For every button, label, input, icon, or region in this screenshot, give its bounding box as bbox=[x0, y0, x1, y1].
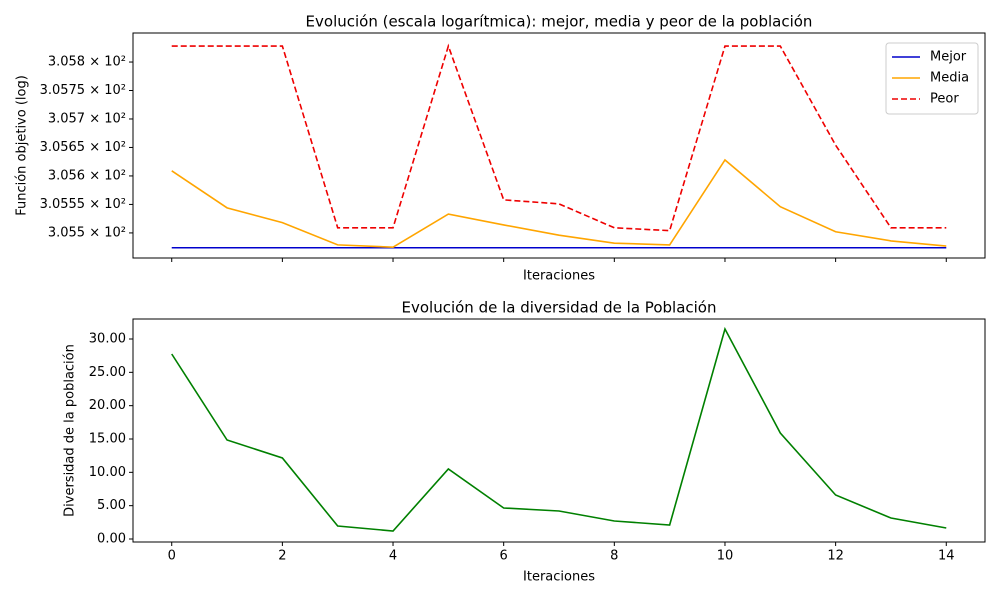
chart-title: Evolución (escala logarítmica): mejor, m… bbox=[306, 13, 813, 31]
y-tick-label: 3.055 × 10² bbox=[48, 225, 126, 240]
data-line bbox=[171, 326, 947, 532]
x-tick-label: 0 bbox=[168, 549, 176, 564]
y-tick-label: 3.0575 × 10² bbox=[40, 83, 126, 98]
data-line bbox=[171, 158, 947, 248]
y-tick-label: 15.00 bbox=[89, 432, 126, 447]
x-tick-label: 12 bbox=[827, 549, 844, 564]
y-tick-label: 20.00 bbox=[89, 398, 126, 413]
y-axis-label: Función objetivo (log) bbox=[15, 75, 30, 216]
x-tick-label: 10 bbox=[717, 549, 734, 564]
x-axis-label: Iteraciones bbox=[523, 269, 595, 284]
legend-label: Media bbox=[930, 71, 969, 86]
y-tick-label: 5.00 bbox=[97, 498, 126, 513]
y-tick-label: 3.057 × 10² bbox=[48, 111, 126, 126]
x-tick-label: 8 bbox=[610, 549, 618, 564]
y-tick-label: 10.00 bbox=[89, 465, 126, 480]
x-tick-label: 2 bbox=[278, 549, 286, 564]
legend: Mejor Media Peor bbox=[885, 42, 979, 115]
y-tick-label: 3.0565 × 10² bbox=[40, 140, 126, 155]
x-tick-label: 6 bbox=[500, 549, 508, 564]
x-tick-label: 14 bbox=[938, 549, 955, 564]
x-tick-label: 4 bbox=[389, 549, 397, 564]
legend-box bbox=[885, 42, 979, 115]
y-tick-label: 3.056 × 10² bbox=[48, 168, 126, 183]
y-axis-label: Diversidad de la población bbox=[63, 344, 78, 517]
y-tick-label: 3.058 × 10² bbox=[48, 55, 126, 70]
plot-frame bbox=[132, 32, 986, 259]
x-axis-label: Iteraciones bbox=[523, 570, 595, 585]
plot-frame bbox=[132, 318, 986, 543]
legend-label: Mejor bbox=[930, 50, 967, 65]
y-tick-label: 25.00 bbox=[89, 365, 126, 380]
chart-title: Evolución de la diversidad de la Poblaci… bbox=[402, 299, 717, 317]
y-tick-label: 3.0555 × 10² bbox=[40, 197, 126, 212]
y-tick-label: 30.00 bbox=[89, 332, 126, 347]
y-tick-label: 0.00 bbox=[97, 532, 126, 547]
data-line bbox=[171, 43, 947, 232]
legend-label: Peor bbox=[930, 92, 959, 107]
